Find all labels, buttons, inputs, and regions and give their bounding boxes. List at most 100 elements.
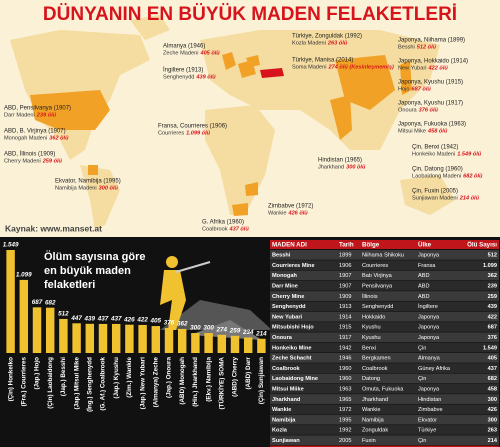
table-cell: Sunjiawan [272,438,300,444]
bar [6,250,15,353]
table-cell: Coalbrook [272,366,301,372]
table-header: MADEN ADI [272,241,307,248]
table-header-bg [270,240,499,249]
category-label: (Jap.) Onoura [166,357,173,398]
table-cell: 239 [488,284,497,290]
map-label-mine: Onoura [398,107,418,113]
table-cell: Kyushu [362,335,381,341]
category-label: (Jap.) Mitsui Mike [73,357,80,410]
map-label-mine: Besshi [398,44,415,50]
table-cell: 1946 [339,356,351,362]
table-cell: Coalbrook [362,366,388,372]
map-label-mine: Cherry Madeni [4,158,41,164]
source: Kaynak: www.manset.at [5,223,102,233]
category-label: (Hin.) Jharkhand [192,357,199,407]
table-cell: 682 [488,376,497,382]
map-label-mine: Senghenydd [163,74,194,80]
table-cell: 1.099 [483,263,497,269]
table-header: Ölü Sayısı [467,241,497,248]
map-label-place: Türkiye, Manisa (2014) [292,58,353,64]
table-cell: 1992 [339,428,351,434]
bar [151,326,161,353]
table-cell: 1972 [339,407,351,413]
map-label-place: Almanya (1946) [163,44,205,50]
bar [98,323,108,353]
value-label: 1.099 [16,272,32,279]
table-cell: Honkeiko Mine [272,345,311,351]
bar [85,323,95,353]
map-label-mine: Laobaidong Madeni [412,173,461,179]
value-label: 405 [150,318,162,325]
map-label-place: Japonya, Hokkaido (1914) [398,59,468,65]
map-label-deaths: 259 ölü [42,158,63,164]
table-cell: New Yubari [272,314,302,320]
table-cell: Courrieres Mine [272,263,315,269]
value-label: 300 [203,325,214,332]
map-label-mine: Hojo [398,86,410,92]
value-label: 234 [242,329,254,336]
table-cell: 1913 [339,304,351,310]
chart-title-line: Ölüm sayısına göre [44,250,145,263]
table-cell: Çin [418,376,426,382]
table-cell: Omuta, Fukuoka [362,387,404,393]
category-label: (İng.) Senghenydd [85,357,93,412]
table-cell: Japonya [418,325,440,331]
map-label-mine: Kozla Madeni [292,40,326,46]
map-label-place: G. Afrika (1960) [202,220,244,226]
table-cell: Pensilvanya [362,284,393,290]
bar [243,337,253,353]
category-label: (Almanya) Zeche [152,357,159,408]
category-label: (Fra.) Courrieres [20,357,27,407]
table-cell: Datong [362,376,380,382]
bar [125,324,134,353]
bar [19,279,29,353]
table-cell: Almanya [418,356,441,362]
table-row-bg [270,383,499,394]
table-row-bg [270,394,499,404]
map-label-mine: Namibija Madeni [55,185,97,191]
table-cell: İllinois [362,293,378,300]
table-cell: 405 [488,356,497,362]
map-label-mine: Mitsui Mike [398,128,426,134]
table-cell: 422 [488,314,497,320]
value-label: 1.549 [3,242,19,249]
table-cell: 300 [488,397,497,403]
table-cell: Mitsui Miike [272,387,304,393]
table-cell: 687 [488,325,497,331]
table-cell: Kyushu [362,325,381,331]
table-cell: Japonya [418,387,440,393]
value-label: 422 [136,317,148,324]
map-label-place: Zimbabve (1972) [268,204,313,210]
map-label-place: ABD, İllinois (1909) [4,151,55,158]
map-label-place: Japonya, Kyushu (1917) [398,101,463,107]
table-row-bg [270,332,499,343]
table-cell: Senghenydd [362,304,393,310]
table-cell: 439 [488,304,497,310]
table-cell: 1917 [339,335,351,341]
table-cell: Mitsubishi Hojo [272,325,314,331]
table-header: Ülke [418,241,432,248]
bar [230,335,240,353]
table-cell: 1915 [339,325,351,331]
bar [138,324,147,353]
table-cell: Niihama Shikoku [362,253,404,259]
table-cell: 300 [488,417,497,423]
table-cell: Zimbabve [418,407,443,413]
table-cell: Onoura [272,335,293,341]
table-row-bg [270,435,499,446]
table-cell: 1965 [339,397,351,403]
category-label: (Ekv.) Namibija [205,357,212,402]
category-label: (TÜRKİYE) SOMA [216,357,225,410]
map-label-place: Çin, Datong (1960) [412,167,463,173]
map-label-deaths: 376 ölü [419,107,439,113]
table-cell: 214 [488,438,498,444]
table-cell: Güney Afrika [418,366,451,372]
table-row-bg [270,250,499,260]
table-cell: Japonya [418,253,440,259]
value-label: 682 [45,299,56,306]
table-cell: Benxi [362,345,376,351]
table-cell: İngiltere [418,303,438,310]
table-cell: Namibija [362,417,385,423]
table-cell: Cherry Mine [272,294,304,300]
map-label-mine: Coalbrook [202,226,228,232]
